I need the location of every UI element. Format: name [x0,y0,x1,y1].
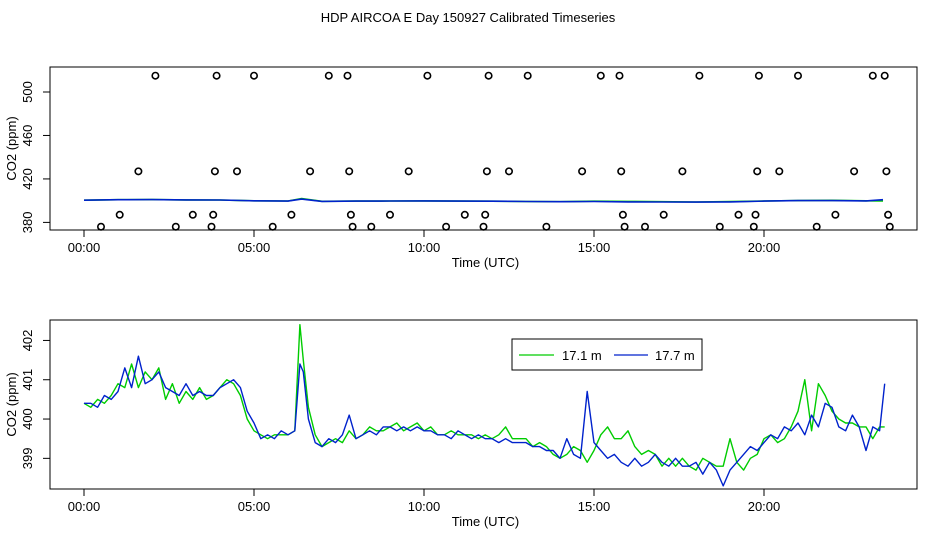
scatter-point [504,167,513,176]
legend: 17.1 m 17.7 m [511,338,703,371]
scatter-point [209,210,218,219]
scatter-point [618,210,627,219]
top-panel: 00:00 05:00 10:00 15:00 20:00 380 420 460 500 Tim… [4,66,918,270]
series-line-17-7-m [84,355,886,487]
legend-label-17-7: 17.7 m [655,348,695,363]
scatter-point [617,167,626,176]
y-axis-label: CO2 (ppm) [4,116,19,180]
scatter-point [640,222,649,231]
x-tick-label: 20:00 [748,499,781,514]
scatter-point [523,71,532,80]
scatter-point [754,71,763,80]
scatter-point [812,222,821,231]
scatter-point [880,71,889,80]
y-tick-label: 380 [20,212,35,234]
scatter-point [207,222,216,231]
scatter-point [715,222,724,231]
scatter-point [620,222,629,231]
scatter-point [695,71,704,80]
scatter-point [268,222,277,231]
scatter-point [479,222,488,231]
scatter-point [97,222,106,231]
scatter-point [659,210,668,219]
scatter-point [151,71,160,80]
scatter-point [831,210,840,219]
scatter-point [324,71,333,80]
scatter-point [751,210,760,219]
scatter-point [678,167,687,176]
plot-frame [49,319,918,490]
plot-frame [49,66,918,231]
scatter-point [542,222,551,231]
x-tick-label: 15:00 [578,499,611,514]
scatter-point [884,210,893,219]
scatter-point [882,167,891,176]
bottom-panel: 00:00 05:00 10:00 15:00 20:00 399 400 401 402 Tim… [4,319,918,529]
scatter-point [775,167,784,176]
scatter-point [484,71,493,80]
x-tick-label: 05:00 [238,240,271,255]
y-axis-label: CO2 (ppm) [4,372,19,436]
y-tick-label: 401 [20,369,35,391]
scatter-point [482,167,491,176]
figure-title: HDP AIRCOA E Day 150927 Calibrated Times… [321,10,616,25]
scatter-point [250,71,259,80]
scatter-point [210,167,219,176]
x-tick-label: 20:00 [748,240,781,255]
scatter-point [306,167,315,176]
scatter-point [367,222,376,231]
scatter-point [212,71,221,80]
scatter-point [615,71,624,80]
scatter-point [343,71,352,80]
scatter-point [423,71,432,80]
x-tick-label: 00:00 [68,240,101,255]
scatter-point [596,71,605,80]
scatter-point [793,71,802,80]
scatter-point [171,222,180,231]
scatter-point [749,222,758,231]
scatter-point [134,167,143,176]
scatter-point [868,71,877,80]
scatter-point [460,210,469,219]
scatter-point [385,210,394,219]
scatter-point [753,167,762,176]
scatter-point [233,167,242,176]
scatter-point [481,210,490,219]
y-tick-label: 400 [20,408,35,430]
y-tick-label: 399 [20,447,35,469]
scatter-point [188,210,197,219]
scatter-point [442,222,451,231]
x-tick-label: 10:00 [408,240,441,255]
scatter-point [734,210,743,219]
series-line-17-1-m [83,324,885,471]
y-tick-label: 402 [20,330,35,352]
scatter-point [885,222,894,231]
scatter-point [115,210,124,219]
x-tick-label: 15:00 [578,240,611,255]
scatter-point [346,210,355,219]
x-tick-label: 05:00 [238,499,271,514]
legend-label-17-1: 17.1 m [562,348,602,363]
x-tick-label: 00:00 [68,499,101,514]
scatter-point [404,167,413,176]
y-tick-label: 460 [20,125,35,147]
scatter-point [578,167,587,176]
x-axis-label: Time (UTC) [452,514,519,529]
series-line-17-7-m [83,198,884,203]
scatter-point [348,222,357,231]
scatter-point [850,167,859,176]
scatter-point [287,210,296,219]
y-tick-label: 500 [20,81,35,103]
scatter-point [345,167,354,176]
y-tick-label: 420 [20,168,35,190]
x-tick-label: 10:00 [408,499,441,514]
x-axis-label: Time (UTC) [452,255,519,270]
